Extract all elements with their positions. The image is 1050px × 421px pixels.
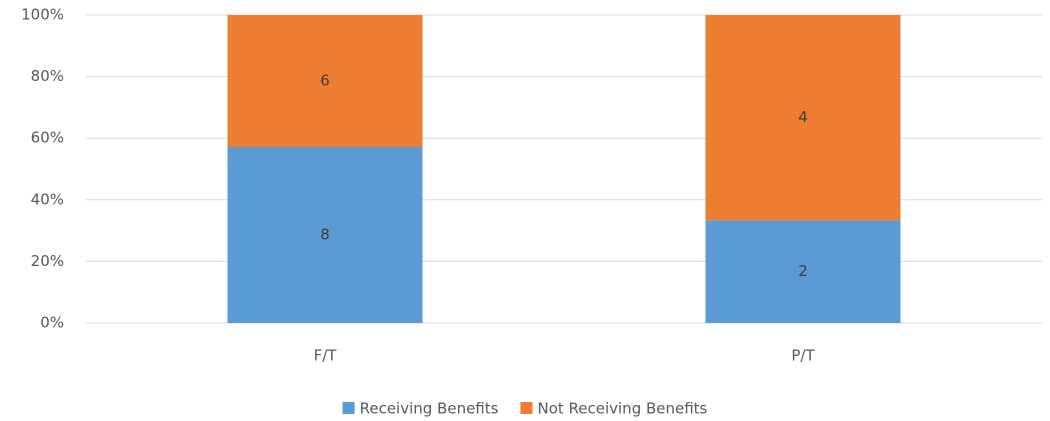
bar-segment	[227, 15, 423, 147]
y-tick-label: 0%	[40, 314, 64, 332]
data-label: 8	[320, 226, 330, 244]
x-tick-label: F/T	[314, 347, 338, 365]
legend-swatch	[520, 402, 533, 414]
y-tick-label: 60%	[31, 129, 64, 147]
data-label: 4	[798, 108, 808, 126]
y-tick-label: 100%	[21, 6, 64, 24]
bar-segment	[705, 15, 901, 221]
legend-swatch	[342, 402, 355, 414]
legend-label: Not Receiving Benefits	[537, 400, 707, 418]
bar-segment	[705, 220, 901, 323]
legend-label: Receiving Benefits	[360, 400, 499, 418]
data-label: 2	[798, 262, 808, 280]
x-tick-label: P/T	[791, 347, 815, 365]
data-label: 6	[320, 72, 330, 90]
y-tick-label: 20%	[31, 252, 64, 270]
bar-segment	[227, 147, 423, 323]
y-tick-label: 80%	[31, 67, 64, 85]
y-tick-label: 40%	[31, 190, 64, 208]
